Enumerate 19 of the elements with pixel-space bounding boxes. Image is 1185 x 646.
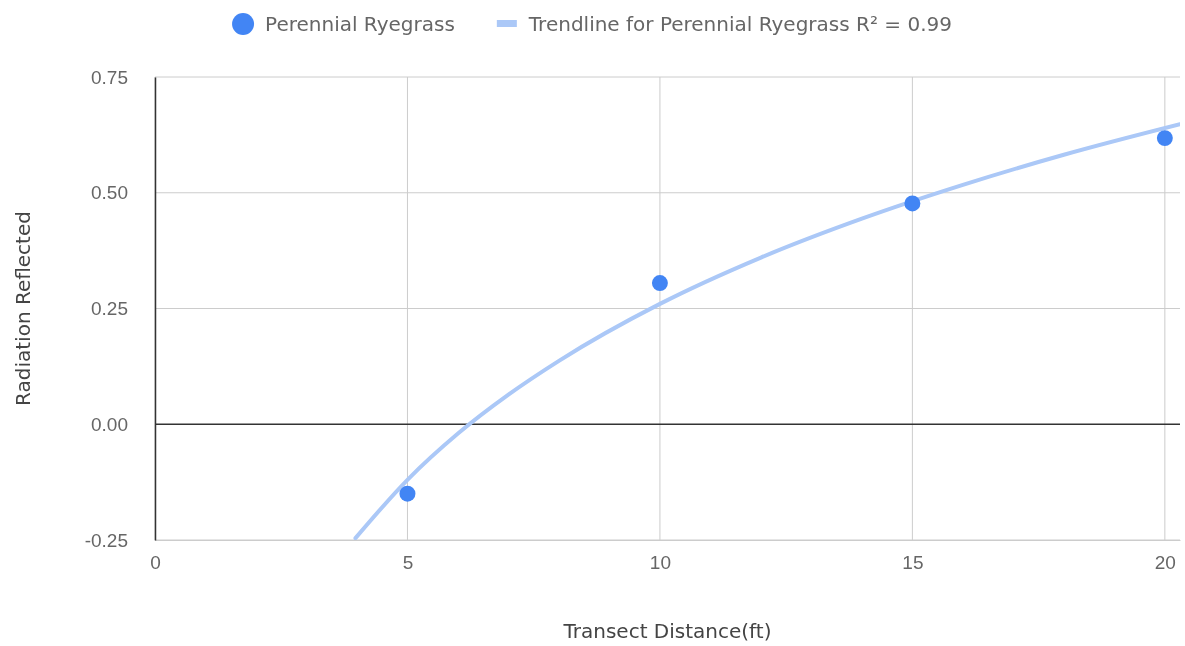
y-tick-label: 0.50 — [91, 182, 128, 204]
y-axis-title: Radiation Reflected — [11, 211, 35, 406]
legend-label: Trendline for Perennial Ryegrass R² = 0.99 — [527, 12, 952, 36]
x-tick-label: 10 — [649, 552, 671, 574]
legend-label: Perennial Ryegrass — [265, 12, 455, 36]
y-tick-label: 0.75 — [91, 66, 128, 88]
point — [1156, 130, 1173, 147]
y-tick-label: -0.25 — [84, 529, 128, 551]
x-tick-label: 5 — [402, 552, 414, 574]
x-tick-label: 0 — [150, 552, 161, 574]
x-axis-title: Transect Distance(ft) — [562, 619, 772, 643]
y-tick-label: 0.25 — [91, 298, 128, 320]
line-series — [353, 122, 1180, 540]
point — [399, 485, 416, 502]
x-tick-label: 20 — [1154, 552, 1176, 574]
x-tick-label: 15 — [902, 552, 924, 574]
point — [904, 195, 921, 212]
point — [651, 275, 668, 291]
y-tick-label: 0.00 — [91, 413, 128, 435]
